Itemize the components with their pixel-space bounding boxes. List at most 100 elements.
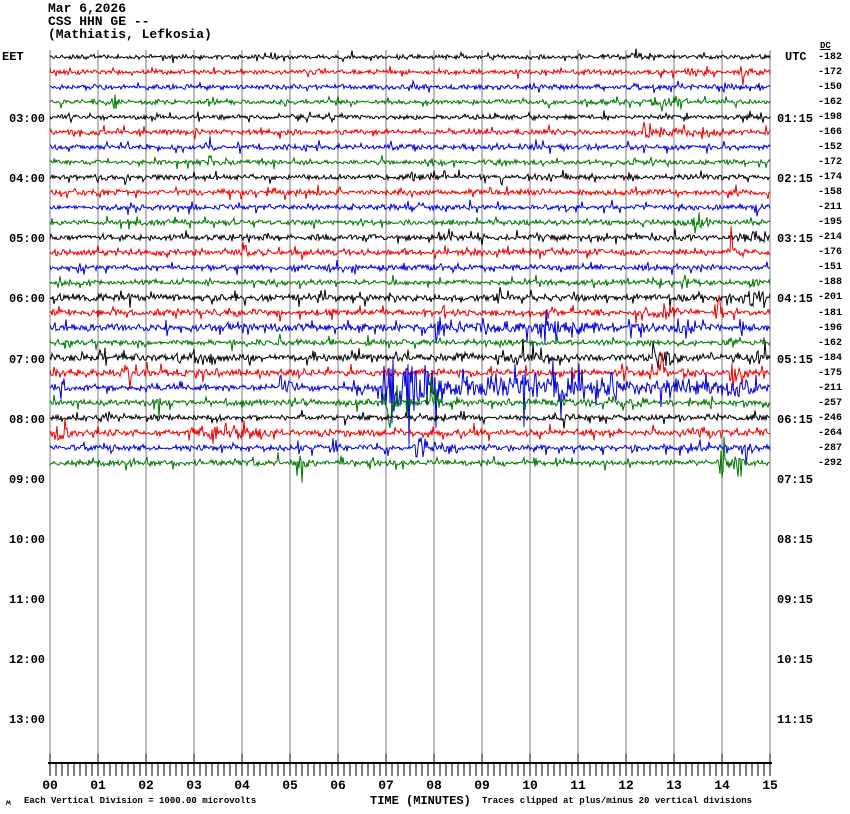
seismo-trace-0730-blue [49,356,771,445]
dc-value: -257 [818,397,843,409]
eet-axis-header: EET [2,50,24,64]
x-tick-label: 04 [234,778,250,793]
x-tick-label: 10 [522,778,538,793]
seismo-trace-0215-red [49,65,771,86]
seismo-trace-0700-black [49,338,771,369]
x-tick-label: 02 [138,778,154,793]
dc-value: -175 [818,367,843,379]
dc-value: -287 [818,442,843,454]
eet-hour-label: 09:00 [8,472,45,487]
eet-hour-label: 11:00 [8,593,45,608]
utc-hour-label: 08:15 [777,532,814,547]
x-tick-label: 00 [42,778,58,793]
x-tick-label: 08 [426,778,442,793]
seismo-trace-0300-black [49,110,771,124]
footer-scale-note: Each Vertical Division = 1000.00 microvo… [24,796,257,806]
x-tick-label: 05 [282,778,298,793]
title-location: (Mathiatis, Lefkosia) [48,27,212,42]
eet-hour-label: 07:00 [8,352,45,367]
dc-value: -152 [818,142,843,154]
utc-hour-label: 05:15 [777,352,814,367]
seismo-trace-0345-green [49,154,771,170]
utc-hour-label: 11:15 [777,713,814,728]
utc-hour-label: 02:15 [777,172,814,187]
seismo-trace-0745-green [49,376,771,429]
seismo-trace-0645-green [49,333,771,352]
utc-hour-label: 04:15 [777,292,814,307]
x-tick-label: 09 [474,778,490,793]
seismo-trace-0430-blue [49,199,771,217]
dc-value: -211 [818,202,843,214]
seismo-trace-0245-green [49,94,771,112]
seismo-trace-0830-blue [49,437,771,466]
footer-clip-note: Traces clipped at plus/minus 20 vertical… [482,796,753,806]
seismo-trace-0545-green [49,274,771,290]
x-tick-label: 11 [570,778,586,793]
eet-hour-label: 04:00 [8,172,45,187]
seismo-trace-0845-green [49,436,770,483]
dc-value: -201 [818,292,843,304]
dc-value: -174 [818,172,843,184]
x-tick-label: 12 [618,778,634,793]
dc-value: -188 [818,277,843,289]
utc-hour-label: 01:15 [777,112,814,127]
seismo-trace-0615-red [49,295,771,324]
eet-hour-label: 13:00 [8,713,45,728]
eet-hour-label: 08:00 [8,412,45,427]
dc-value: -162 [818,337,843,349]
x-tick-label: 13 [666,778,682,793]
seismo-trace-0815-red [49,418,770,444]
x-tick-label: 14 [714,778,730,793]
utc-axis-header: UTC [785,50,807,64]
seismo-trace-0200-black [49,48,771,64]
dc-value: -172 [818,157,843,169]
seismo-trace-0530-blue [49,260,771,276]
dc-value: -181 [818,307,843,319]
dc-value: -182 [818,52,843,63]
dc-value: -214 [818,232,843,244]
x-tick-label: 01 [90,778,106,793]
utc-hour-label: 03:15 [777,232,814,247]
title-station: CSS HHN GE -- [48,14,150,29]
dc-value: -196 [818,322,843,334]
footer-mark: ʍ [6,799,11,808]
dc-value: -172 [818,67,843,79]
dc-value: -195 [818,217,843,229]
dc-value: -150 [818,82,843,94]
dc-value: -158 [818,187,843,199]
dc-value: -162 [818,97,843,109]
seismo-trace-0415-red [49,184,771,201]
utc-hour-label: 07:15 [777,472,814,487]
x-tick-label: 15 [762,778,778,793]
dc-value: -292 [818,457,843,469]
seismo-trace-0630-blue [49,309,771,344]
seismo-trace-0600-black [49,287,771,309]
x-tick-label: 07 [378,778,394,793]
dc-value: -166 [818,127,843,139]
seismo-trace-0330-blue [49,136,771,155]
dc-value: -264 [818,427,843,439]
x-axis-title: TIME (MINUTES) [370,794,471,808]
seismo-trace-0230-blue [49,79,771,94]
eet-hour-label: 10:00 [8,532,45,547]
utc-hour-label: 09:15 [777,593,814,608]
x-tick-label: 06 [330,778,346,793]
dc-value: -176 [818,247,843,259]
eet-hour-label: 12:00 [8,653,45,668]
dc-value: -246 [818,412,843,424]
seismo-trace-0445-green [49,212,771,234]
dc-value: -198 [818,112,843,124]
dc-value: -184 [818,352,843,364]
title-date: Mar 6,2026 [48,1,127,16]
eet-hour-label: 03:00 [8,112,45,127]
dc-value: -151 [818,262,843,274]
seismo-trace-0800-black [49,410,771,429]
utc-hour-label: 06:15 [777,412,814,427]
seismo-trace-0500-black [49,228,771,246]
eet-hour-label: 05:00 [8,232,45,247]
utc-hour-label: 10:15 [777,653,814,668]
seismo-trace-0515-red [49,226,771,260]
seismo-trace-0400-black [49,169,770,187]
